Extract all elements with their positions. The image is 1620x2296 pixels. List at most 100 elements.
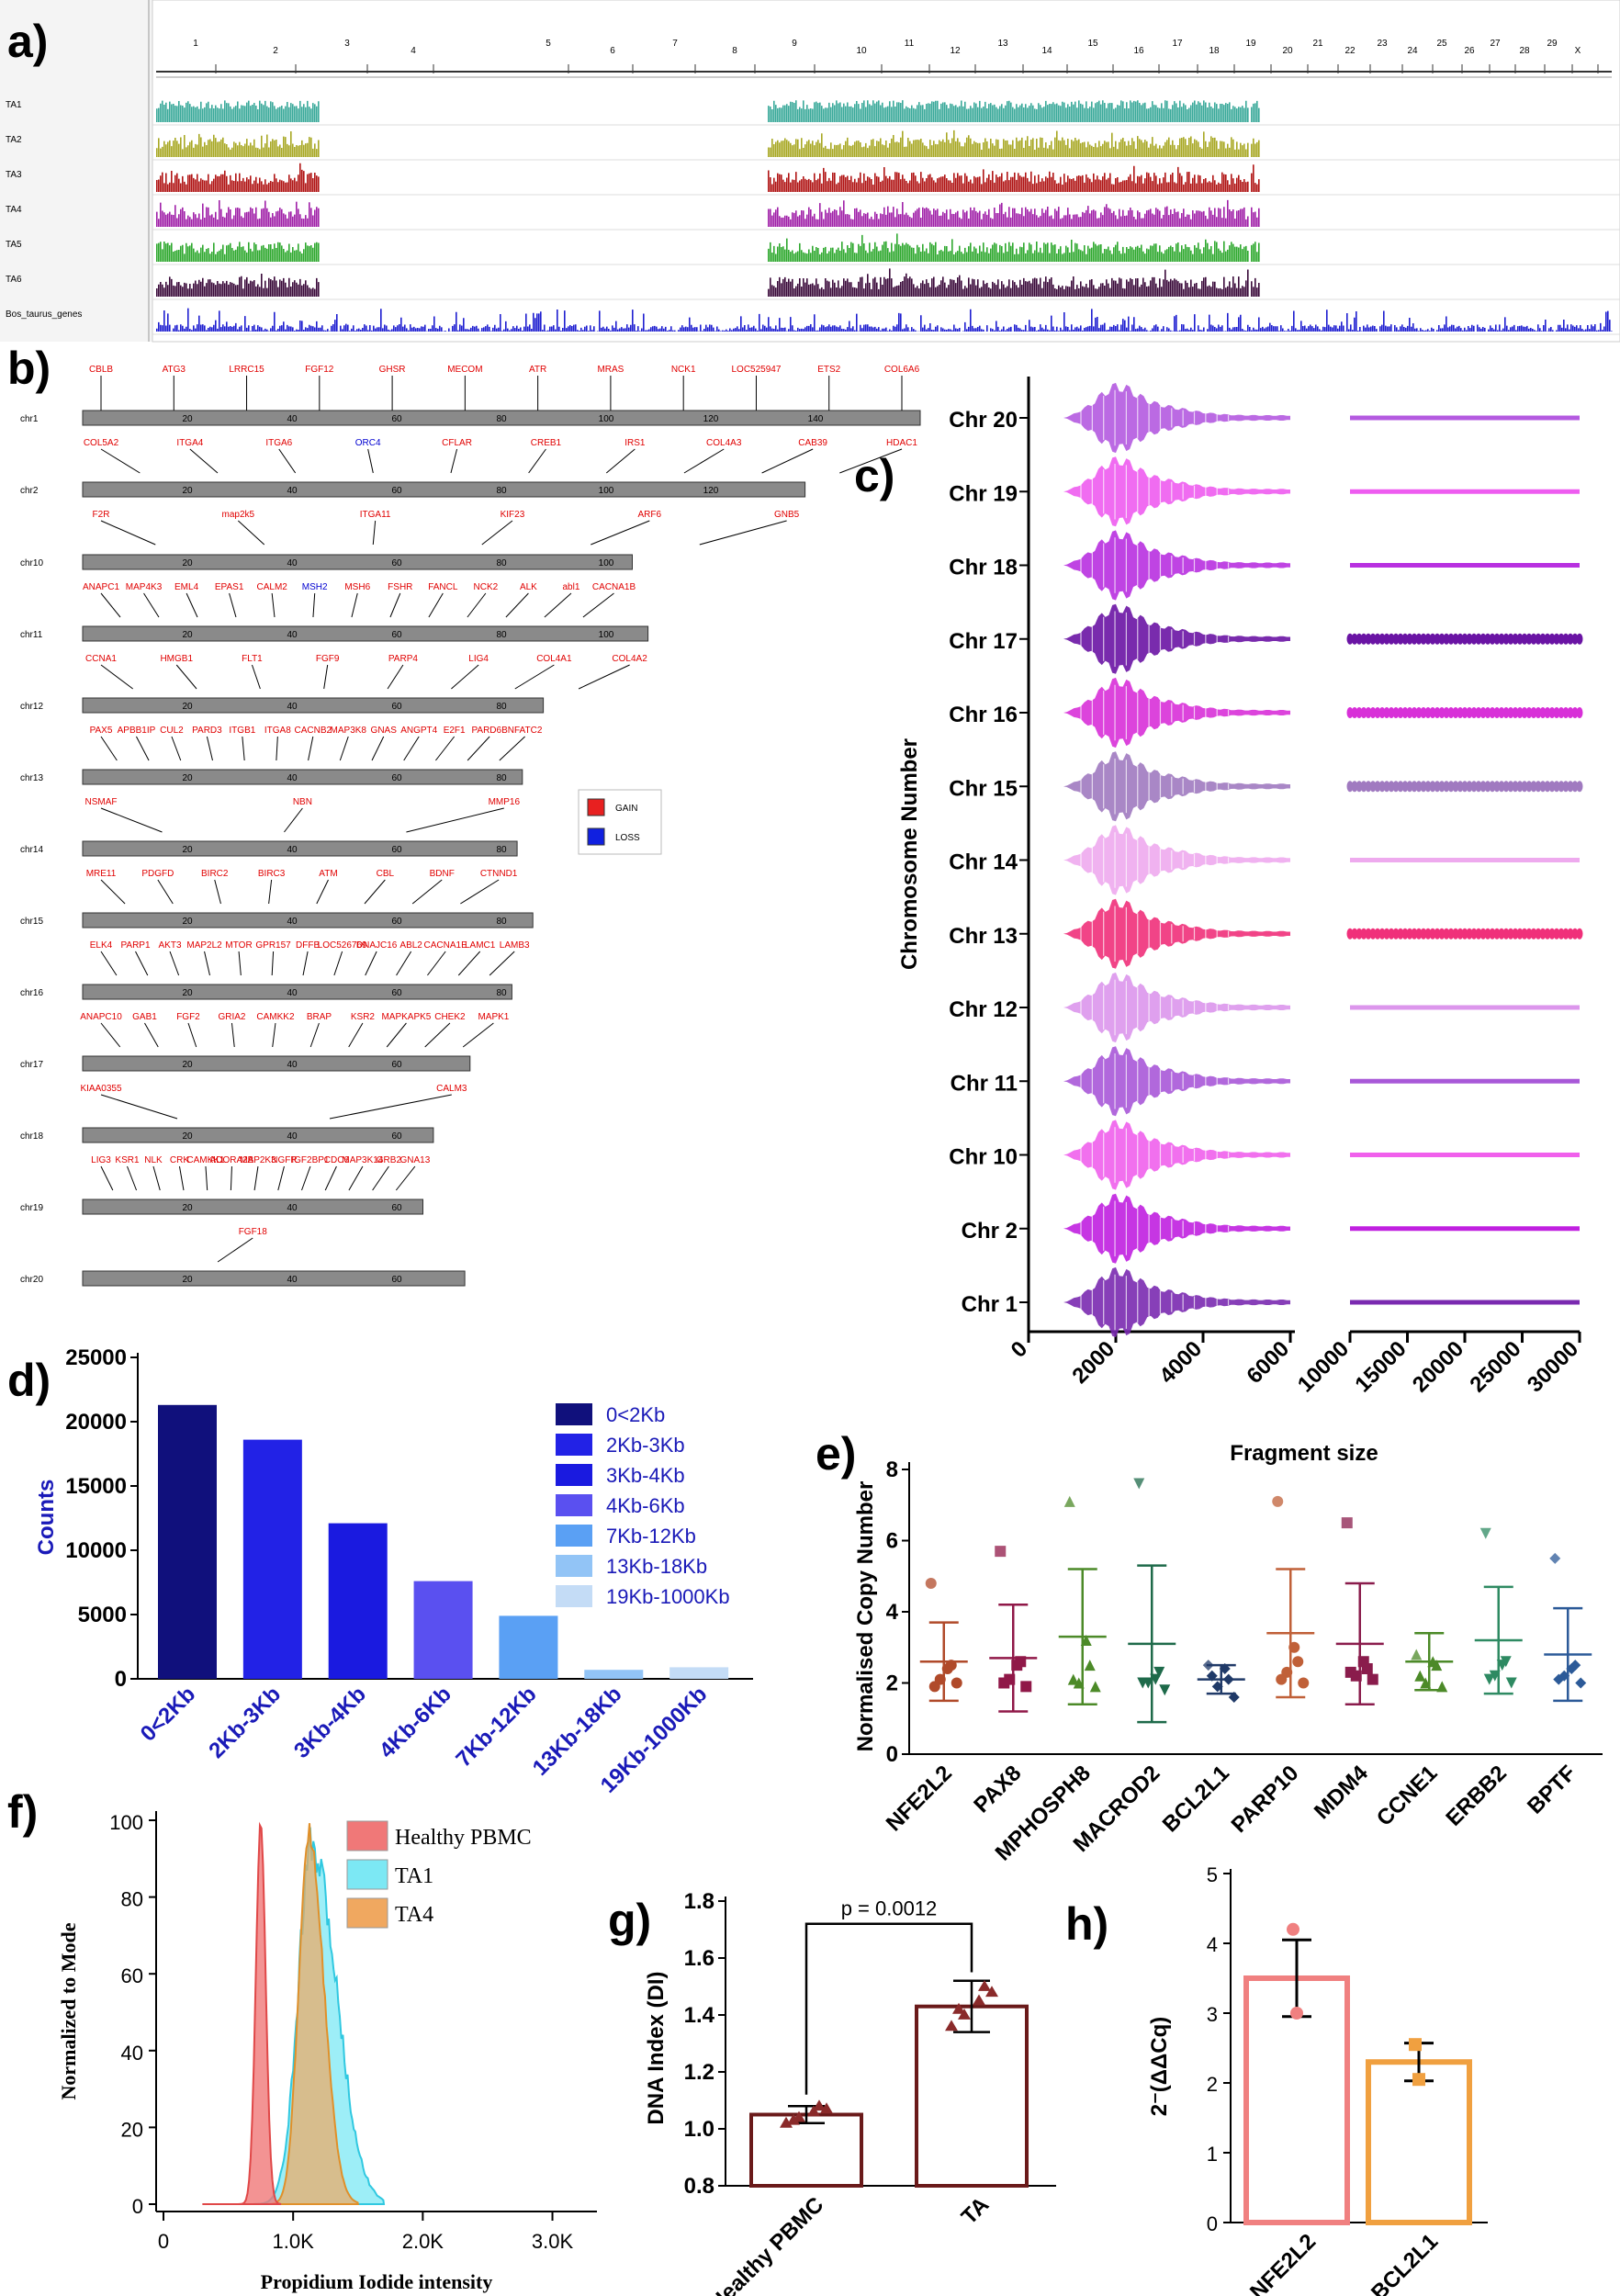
- e-x-tick-label: BCL2L1: [1158, 1761, 1234, 1837]
- c-tail-dot: [1475, 928, 1482, 940]
- g-pvalue-annotation: p = 0.0012: [841, 1897, 938, 1920]
- d-x-tick-label: 2Kb-3Kb: [204, 1682, 286, 1763]
- gene-label-abl1: abl1: [563, 582, 580, 592]
- chromosome-tick: 60: [391, 917, 402, 927]
- c-tail-dot: [1356, 928, 1363, 940]
- gene-connector: [143, 592, 160, 618]
- gene-label-CBLB: CBLB: [89, 365, 113, 375]
- gene-label-CAB39: CAB39: [798, 438, 827, 448]
- ruler-label-chr-10: 10: [856, 46, 867, 56]
- gene-connector: [100, 736, 118, 761]
- d-legend-label: 3Kb-4Kb: [606, 1464, 685, 1487]
- gene-label-COL4A3: COL4A3: [706, 438, 742, 448]
- e-point: [1341, 1517, 1353, 1529]
- gene-connector: [499, 736, 525, 761]
- gene-connector: [100, 1094, 178, 1120]
- gene-label-PAX5: PAX5: [90, 726, 113, 736]
- c-tail-dot: [1420, 781, 1427, 793]
- gene-label-ATM: ATM: [319, 869, 337, 879]
- d-y-tick-label: 20000: [65, 1410, 127, 1435]
- gene-label-NGFR: NGFR: [271, 1155, 297, 1165]
- g-y-tick-label: 1.8: [684, 1889, 714, 1914]
- c-tail-dot: [1438, 633, 1446, 645]
- gene-connector: [100, 664, 133, 690]
- c-tail-dot: [1397, 781, 1404, 793]
- chromosome-tick: 20: [182, 1060, 193, 1070]
- e-point: [1566, 1663, 1578, 1674]
- chromosome-tick: 40: [287, 1275, 298, 1285]
- gene-connector: [136, 736, 150, 761]
- c-tail-dot: [1516, 928, 1524, 940]
- gene-label-FGF12: FGF12: [305, 365, 334, 375]
- gene-label-FLT1: FLT1: [242, 654, 263, 664]
- c-tail-dot: [1365, 928, 1372, 940]
- panel-b-gene-map: b) chr1 20 40 60 80 100 120 140 CBLB ATG3 LRRC15 FGF…: [7, 343, 921, 1287]
- g-x-tick-label: TA: [957, 2192, 994, 2229]
- d-legend-swatch: [556, 1403, 592, 1425]
- gene-connector: [591, 520, 650, 546]
- gene-label-CACNB2: CACNB2: [295, 726, 332, 736]
- h-y-tick-label: 5: [1207, 1863, 1218, 1886]
- ruler-label-chr-4: 4: [411, 46, 416, 56]
- ruler-label-chr-27: 27: [1490, 39, 1501, 49]
- gene-connector: [460, 879, 500, 905]
- f-legend-label: Healthy PBMC: [395, 1826, 532, 1850]
- gene-label-CFLAR: CFLAR: [442, 438, 472, 448]
- c-tail-dot: [1489, 633, 1496, 645]
- gene-connector: [427, 951, 446, 976]
- g-point: [787, 2113, 800, 2125]
- gene-connector: [186, 592, 198, 618]
- chromosome-tick: 20: [182, 558, 193, 568]
- c-tail-dot: [1576, 781, 1583, 793]
- c-tail-dot: [1447, 928, 1455, 940]
- e-x-tick-label: ERBB2: [1441, 1761, 1512, 1831]
- e-point: [1549, 1552, 1561, 1564]
- gene-connector: [206, 736, 213, 761]
- gene-connector: [761, 448, 814, 474]
- gene-label-CALM2: CALM2: [256, 582, 287, 592]
- gene-connector: [339, 736, 349, 761]
- panel-f-histogram-chart: f) 0 20 40 60 80 100 0 1.0K 2.0K 3.0K Propidium Iod…: [7, 1786, 597, 2293]
- c-x-tick-label: 2000: [1067, 1336, 1119, 1389]
- e-point: [1073, 1677, 1085, 1689]
- ruler-label-chr-7: 7: [672, 39, 678, 49]
- panel-label-a: a): [7, 16, 48, 67]
- c-category-label: Chr 19: [949, 481, 1018, 506]
- gene-label-PARP1: PARP1: [120, 940, 150, 951]
- e-point: [1206, 1670, 1218, 1682]
- gene-label-PDGFD: PDGFD: [141, 869, 174, 879]
- c-tail-dot: [1521, 633, 1528, 645]
- chromosome-tick: 20: [182, 988, 193, 998]
- chromosome-tick: 40: [287, 988, 298, 998]
- c-tail-dot: [1470, 633, 1478, 645]
- c-tail-dot: [1378, 633, 1386, 645]
- c-category-label: Chr 14: [949, 850, 1018, 875]
- gene-connector: [301, 1165, 311, 1191]
- track-bars-TA1: [768, 100, 1249, 122]
- chromosome-tick: 60: [391, 702, 402, 712]
- c-y-axis-title: Chromosome Number: [897, 738, 922, 970]
- gene-label-LRRC15: LRRC15: [229, 365, 264, 375]
- chromosome-tick: 80: [496, 558, 507, 568]
- gene-label-BIRC3: BIRC3: [258, 869, 286, 879]
- track-bars-TA2: [156, 130, 320, 157]
- c-x-tick-label: 6000: [1242, 1336, 1294, 1389]
- c-tail-dot: [1415, 633, 1423, 645]
- gene-label-KIF23: KIF23: [501, 510, 525, 520]
- c-tail-dot: [1374, 633, 1381, 645]
- gene-connector: [100, 592, 121, 618]
- gene-label-LOC526769: LOC526769: [318, 940, 367, 951]
- e-point: [1288, 1641, 1300, 1653]
- c-tail-dot: [1434, 633, 1441, 645]
- c-tail-dot: [1374, 707, 1381, 718]
- c-tail-dot: [1438, 928, 1446, 940]
- chromosome-tick: 40: [287, 702, 298, 712]
- c-category-label: Chr 1: [962, 1292, 1018, 1317]
- c-tail-dot: [1470, 781, 1478, 793]
- gene-connector: [467, 592, 487, 618]
- gene-connector: [309, 1022, 320, 1048]
- c-tail-dot: [1493, 781, 1501, 793]
- ruler-label-chr-28: 28: [1519, 46, 1530, 56]
- gene-connector: [514, 664, 555, 690]
